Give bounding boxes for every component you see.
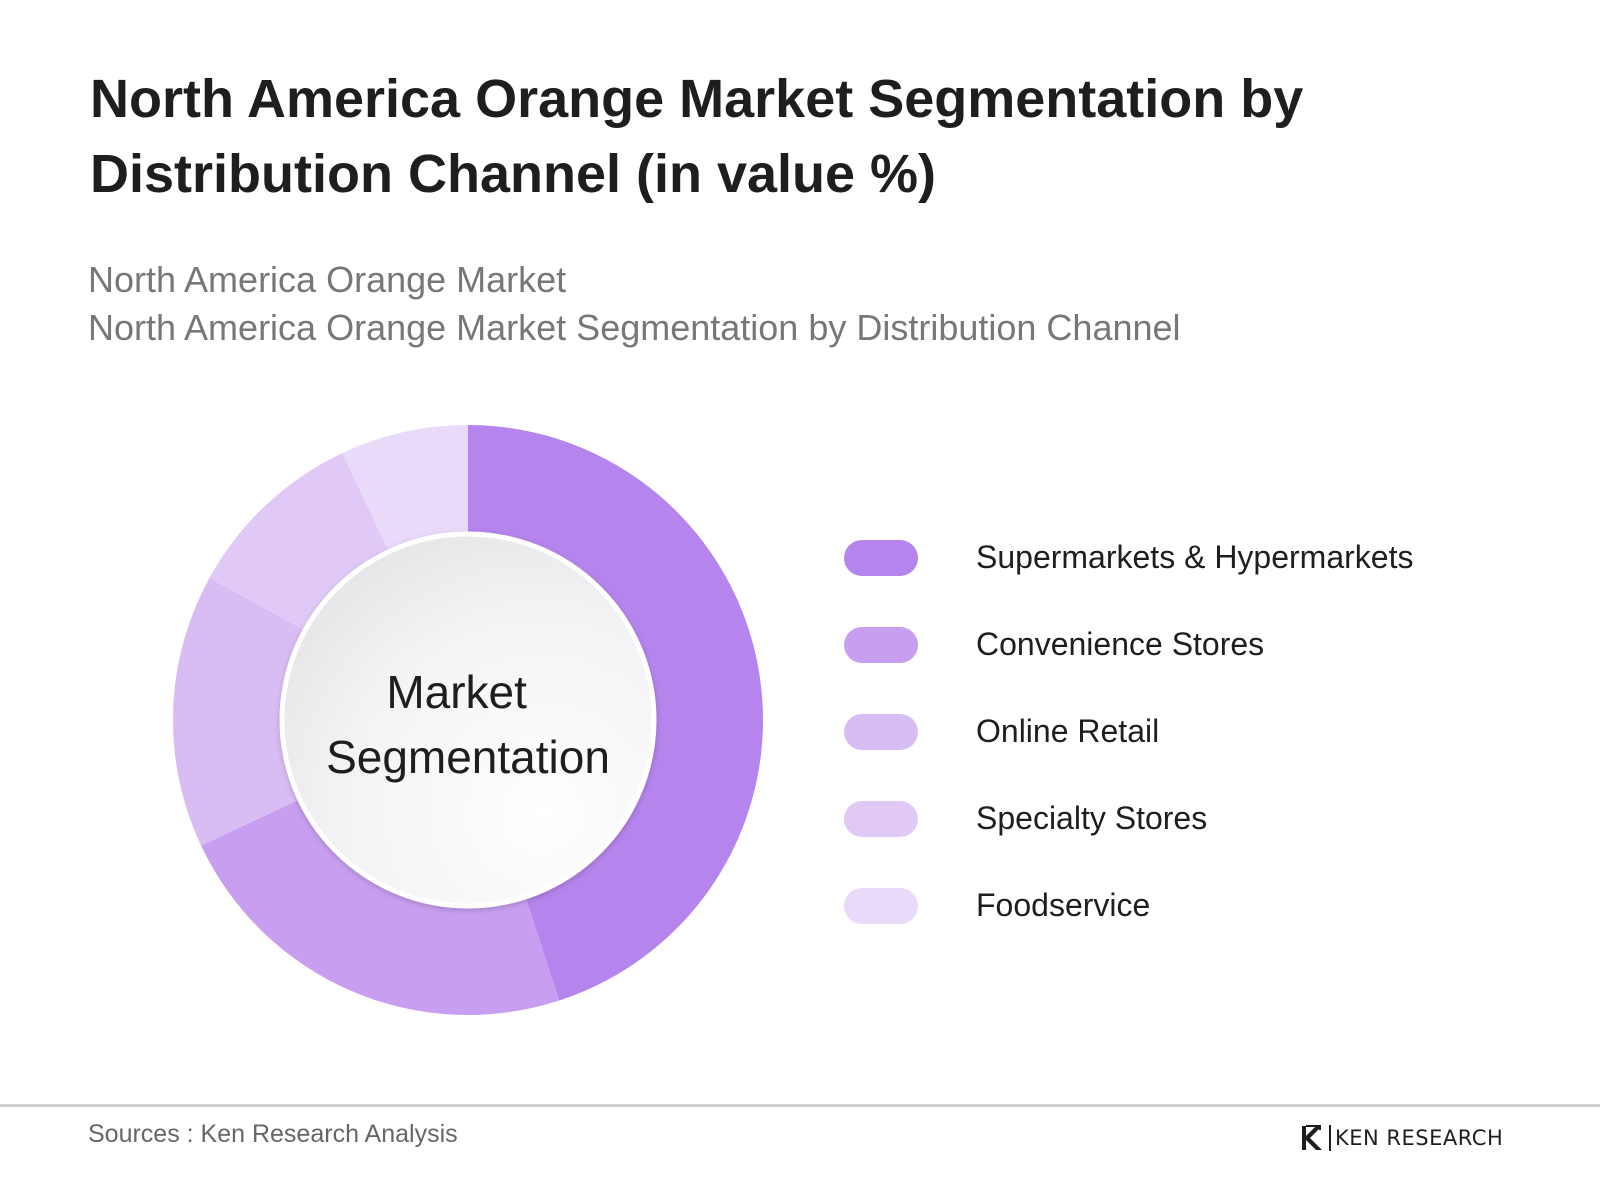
legend-swatch	[844, 713, 918, 750]
footer-divider	[0, 1104, 1600, 1107]
legend-label: Specialty Stores	[976, 800, 1208, 836]
chart-subtitle: North America Orange Market North Americ…	[88, 256, 1181, 352]
subtitle-line-1: North America Orange Market	[88, 259, 567, 300]
chart-title: North America Orange Market Segmentation…	[90, 69, 1304, 204]
legend-label: Online Retail	[976, 713, 1160, 749]
center-label-line-1: Market	[386, 666, 527, 718]
slice-specialty-stores[interactable]	[209, 453, 389, 631]
legend-label: Foodservice	[976, 887, 1151, 923]
legend-label: Supermarkets & Hypermarkets	[976, 539, 1414, 575]
slice-supermarkets-hypermarkets[interactable]	[468, 425, 763, 1001]
logo-separator	[1329, 1125, 1331, 1151]
ken-research-k-logo-icon	[1302, 1125, 1322, 1150]
center-label: Market Segmentation	[326, 666, 610, 783]
legend-swatch	[844, 800, 918, 837]
legend-item-specialty-stores[interactable]: Specialty Stores	[844, 775, 1413, 862]
donut-chart: Market Segmentation	[173, 425, 763, 1015]
subtitle-line-2: North America Orange Market Segmentation…	[88, 307, 1181, 348]
legend-swatch	[844, 626, 918, 663]
donut-slices	[173, 425, 763, 1015]
legend-swatch	[844, 539, 918, 576]
legend-item-online-retail[interactable]: Online Retail	[844, 688, 1413, 775]
chart-legend: Supermarkets & Hypermarkets Convenience S…	[844, 514, 1413, 949]
slice-online-retail[interactable]	[173, 577, 306, 846]
logo-text: KEN RESEARCH	[1335, 1126, 1504, 1150]
legend-item-foodservice[interactable]: Foodservice	[844, 862, 1413, 949]
donut-center	[279, 531, 657, 909]
center-label-line-2: Segmentation	[326, 731, 610, 783]
legend-label: Convenience Stores	[976, 626, 1265, 662]
ken-research-logo: KEN RESEARCH	[1300, 1124, 1503, 1152]
legend-item-convenience-stores[interactable]: Convenience Stores	[844, 601, 1413, 688]
slice-convenience-stores[interactable]	[201, 799, 560, 1015]
legend-item-supermarkets-hypermarkets[interactable]: Supermarkets & Hypermarkets	[844, 514, 1413, 601]
source-note: Sources : Ken Research Analysis	[88, 1120, 458, 1148]
slice-foodservice[interactable]	[342, 425, 468, 552]
legend-swatch	[844, 887, 918, 924]
